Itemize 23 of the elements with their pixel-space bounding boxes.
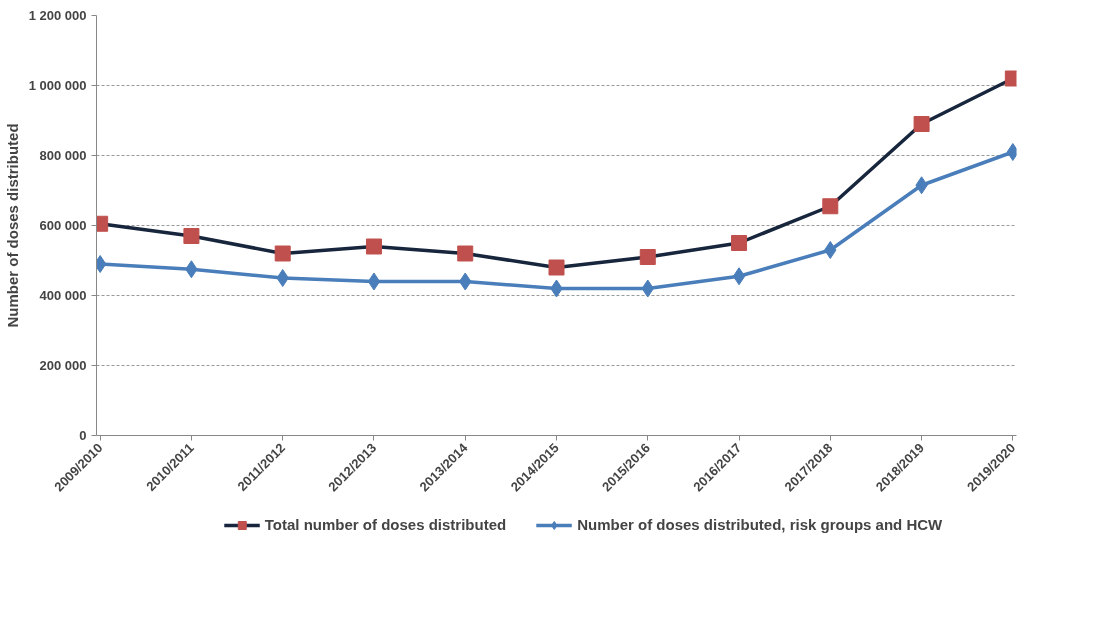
point bbox=[822, 198, 839, 215]
point bbox=[274, 245, 291, 262]
y-tick-label: 400 000 bbox=[39, 288, 87, 303]
y-tick-label: 1 000 000 bbox=[28, 78, 87, 93]
point bbox=[276, 269, 289, 287]
point bbox=[732, 267, 746, 286]
point bbox=[548, 259, 565, 276]
legend-label: Total number of doses distributed bbox=[264, 516, 507, 533]
point bbox=[824, 241, 837, 259]
legend-label: Number of doses distributed, risk groups and HCW bbox=[577, 516, 943, 533]
point bbox=[367, 272, 381, 291]
point bbox=[365, 238, 382, 255]
point bbox=[913, 116, 930, 132]
y-tick-label: 1 200 000 bbox=[28, 8, 87, 23]
y-tick-label: 800 000 bbox=[39, 148, 87, 163]
y-tick-label: 600 000 bbox=[39, 218, 87, 233]
y-tick-label: 0 bbox=[79, 428, 87, 443]
point bbox=[639, 249, 656, 265]
point bbox=[731, 235, 748, 251]
y-axis-title: Number of doses distributed bbox=[3, 123, 21, 328]
point bbox=[457, 245, 474, 262]
point bbox=[183, 228, 200, 244]
y-tick-label: 200 000 bbox=[39, 358, 87, 373]
